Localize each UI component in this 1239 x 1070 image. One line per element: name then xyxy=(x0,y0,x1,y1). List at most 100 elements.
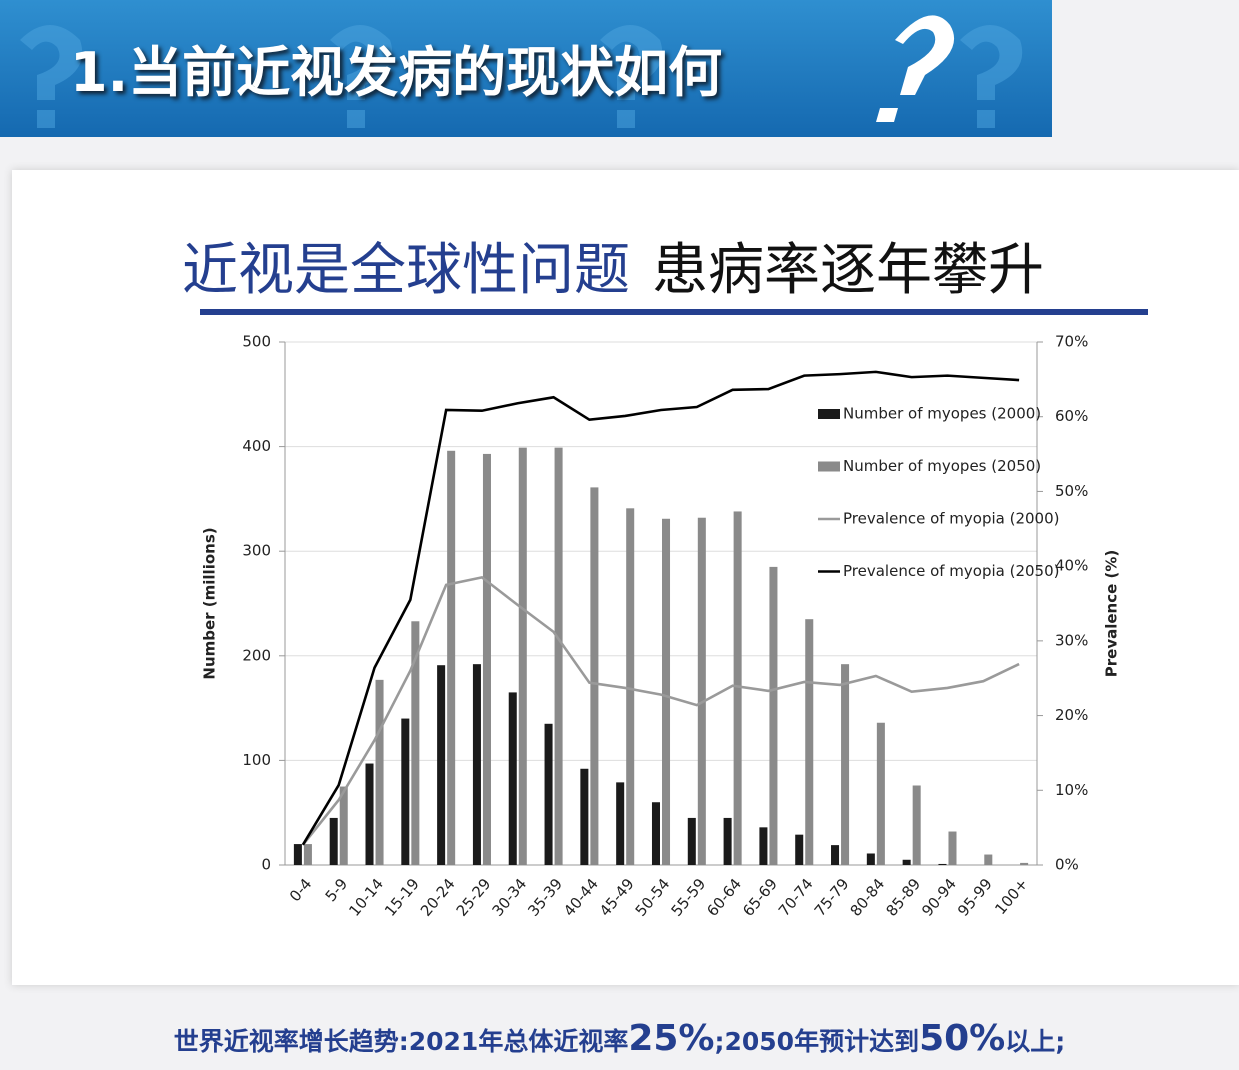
bar xyxy=(580,768,589,865)
bar xyxy=(411,621,420,865)
bar xyxy=(733,511,742,865)
x-tick-label: 85-89 xyxy=(882,875,924,920)
x-tick-label: 10-14 xyxy=(345,875,387,920)
x-tick-label: 70-74 xyxy=(775,875,817,920)
footer-text: ;2050年预计达到 xyxy=(714,1027,920,1056)
bar xyxy=(508,692,517,865)
bar xyxy=(590,487,599,865)
bar xyxy=(544,723,553,865)
legend-swatch xyxy=(818,409,840,419)
x-tick-label: 65-69 xyxy=(739,875,781,920)
slide-card xyxy=(12,170,1239,985)
bar xyxy=(554,447,563,865)
bar xyxy=(1020,862,1029,865)
x-tick-label: 30-34 xyxy=(488,875,530,920)
footer: 世界近视率增长趋势:2021年总体近视率25%;2050年预计达到50%以上; xyxy=(0,1018,1239,1059)
header-decoration xyxy=(20,15,1023,128)
bar xyxy=(626,508,635,865)
y2-tick-label: 10% xyxy=(1055,781,1088,799)
x-tick-label: 25-29 xyxy=(453,875,495,920)
line xyxy=(301,370,1020,846)
bar xyxy=(938,863,947,865)
x-tick-label: 35-39 xyxy=(524,875,566,920)
bar xyxy=(876,722,885,865)
x-tick-label: 80-84 xyxy=(847,875,889,920)
x-tick-label: 45-49 xyxy=(596,875,638,920)
bar xyxy=(401,718,410,865)
bar xyxy=(912,785,921,865)
y2-tick-label: 60% xyxy=(1055,407,1088,425)
bar xyxy=(723,817,732,865)
y-tick-label: 0 xyxy=(261,856,271,874)
y2-tick-label: 20% xyxy=(1055,706,1088,724)
y-tick-label: 100 xyxy=(242,751,271,769)
x-tick-label: 0-4 xyxy=(286,875,316,905)
y-tick-label: 500 xyxy=(242,333,271,351)
legend-label: Number of myopes (2050) xyxy=(843,457,1041,475)
bar xyxy=(651,802,660,865)
bar xyxy=(697,517,706,865)
y-tick-label: 300 xyxy=(242,542,271,560)
x-tick-label: 55-59 xyxy=(668,875,710,920)
legend-label: Prevalence of myopia (2000) xyxy=(843,510,1059,528)
y2-axis-label: Prevalence (%) xyxy=(1103,550,1121,678)
x-tick-label: 50-54 xyxy=(632,875,674,920)
bar xyxy=(805,619,814,865)
x-tick-label: 90-94 xyxy=(918,875,960,920)
y-axis-label: Number (millions) xyxy=(201,527,219,679)
y2-tick-label: 0% xyxy=(1055,856,1079,874)
y2-tick-label: 50% xyxy=(1055,482,1088,500)
y-tick-label: 400 xyxy=(242,437,271,455)
line xyxy=(301,575,1020,846)
bar xyxy=(293,844,302,865)
bar xyxy=(339,786,348,865)
y2-tick-label: 70% xyxy=(1055,333,1088,351)
footer-highlight: 50% xyxy=(919,1018,1006,1059)
bar xyxy=(518,447,527,865)
x-tick-label: 95-99 xyxy=(954,875,996,920)
bar xyxy=(375,679,384,865)
bar xyxy=(616,782,625,865)
y2-tick-label: 30% xyxy=(1055,631,1088,649)
subtitle-rule xyxy=(200,309,1148,315)
bar xyxy=(866,853,875,865)
bar xyxy=(447,450,456,865)
x-tick-label: 40-44 xyxy=(560,875,602,920)
x-tick-label: 60-64 xyxy=(703,875,745,920)
bar xyxy=(437,665,446,865)
bar xyxy=(687,817,696,865)
subtitle: 近视是全球性问题 患病率逐年攀升 xyxy=(182,225,1044,306)
x-tick-label: 15-19 xyxy=(381,875,423,920)
bar xyxy=(482,453,491,865)
bar xyxy=(472,664,481,865)
bar xyxy=(365,763,374,865)
y2-tick-label: 40% xyxy=(1055,557,1088,575)
y-tick-label: 200 xyxy=(242,646,271,664)
x-tick-label: 20-24 xyxy=(417,875,459,920)
bar xyxy=(329,817,338,865)
subtitle-black: 患病率逐年攀升 xyxy=(652,238,1044,303)
bar xyxy=(759,827,768,865)
x-tick-label: 100+ xyxy=(991,875,1031,918)
bar xyxy=(831,845,840,865)
bar xyxy=(662,518,671,865)
legend-label: Prevalence of myopia (2050) xyxy=(843,562,1059,580)
bar xyxy=(769,566,778,865)
footer-text: 以上; xyxy=(1005,1027,1066,1056)
footer-text: 世界近视率增长趋势:2021年总体近视率 xyxy=(173,1027,629,1056)
bar xyxy=(902,859,911,865)
footer-highlight: 25% xyxy=(628,1018,715,1059)
x-tick-label: 75-79 xyxy=(811,875,853,920)
bar xyxy=(795,834,804,865)
bar xyxy=(303,844,312,865)
legend-swatch xyxy=(818,461,840,472)
legend-label: Number of myopes (2000) xyxy=(843,405,1041,423)
chart: 0 100 200 300 400 500 0% 10% 20% 30% 40% 50% 60% 70% N… xyxy=(201,333,1121,920)
header-title: 1.当前近视发病的现状如何 xyxy=(70,41,723,104)
bar xyxy=(841,664,850,865)
header-band: 1.当前近视发病的现状如何 xyxy=(0,0,1052,137)
bar xyxy=(948,831,957,865)
subtitle-blue: 近视是全球性问题 xyxy=(182,238,630,303)
bar xyxy=(984,854,993,865)
